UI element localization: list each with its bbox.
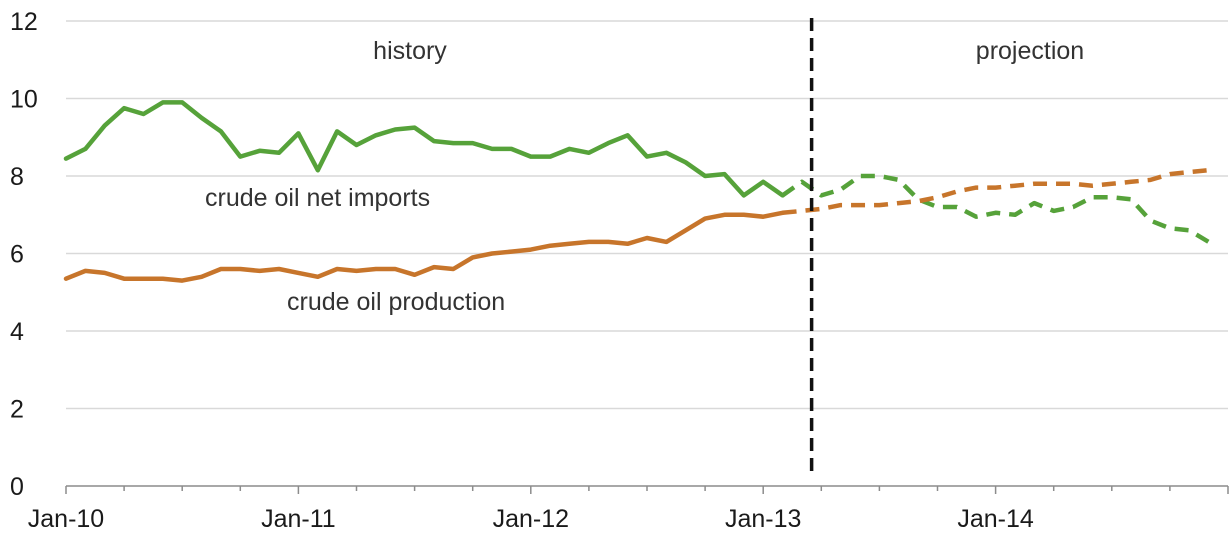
y-tick-label: 2	[10, 396, 24, 424]
y-axis-tick-labels: 0 2 4 6 8 10 12	[10, 8, 38, 501]
y-tick-label: 12	[10, 8, 38, 36]
y-tick-label: 10	[10, 86, 38, 114]
y-tick-label: 0	[10, 473, 24, 501]
grid	[66, 20, 1228, 410]
y-tick-label: 4	[10, 318, 24, 346]
crude-oil-net-imports-history-line	[63, 100, 785, 198]
x-tick-label: Jan-10	[28, 505, 104, 533]
imports-series-label: crude oil net imports	[205, 184, 430, 212]
history-label: history	[373, 37, 447, 65]
crude-oil-production-history-line	[63, 210, 785, 283]
x-tick-label: Jan-14	[957, 505, 1034, 533]
production-series-label: crude oil production	[287, 288, 505, 316]
series-lines	[63, 100, 1210, 283]
crude-oil-production-projection-line	[782, 167, 1209, 216]
y-tick-label: 8	[10, 163, 24, 191]
crude-oil-net-imports-projection-line	[781, 173, 1210, 244]
x-tick-label: Jan-12	[493, 505, 569, 533]
x-tick-label: Jan-13	[725, 505, 801, 533]
x-tick-label: Jan-11	[261, 505, 336, 533]
projection-label: projection	[976, 37, 1084, 65]
x-axis: Jan-10 Jan-11 Jan-12 Jan-13 Jan-14	[28, 485, 1229, 533]
y-tick-label: 6	[10, 241, 24, 269]
